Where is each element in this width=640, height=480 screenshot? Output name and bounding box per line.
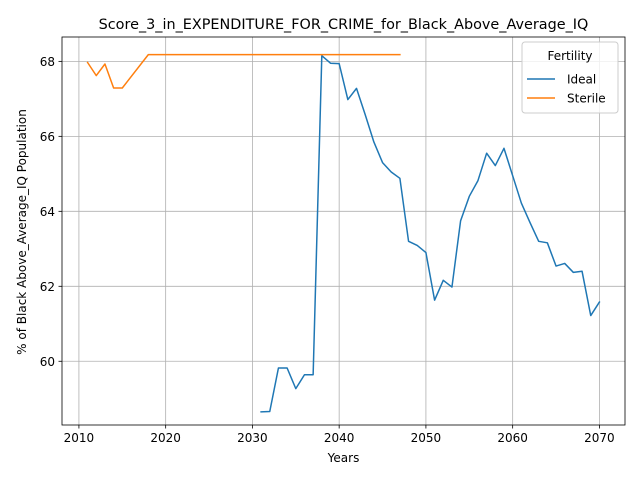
- legend-title: Fertility: [547, 49, 592, 63]
- x-tick-label: 2050: [411, 431, 442, 445]
- y-tick-label: 64: [40, 205, 55, 219]
- legend-box: [521, 41, 619, 114]
- series-line-ideal: [260, 54, 601, 413]
- y-tick-label: 60: [40, 355, 55, 369]
- x-tick-label: 2070: [584, 431, 615, 445]
- grid-lines: [62, 37, 625, 425]
- y-tick-label: 68: [40, 55, 55, 69]
- legend-label-ideal: Ideal: [567, 73, 596, 87]
- series-lines: [86, 53, 601, 413]
- x-tick-label: 2010: [64, 431, 95, 445]
- y-tick-label: 62: [40, 280, 55, 294]
- series-line-sterile: [86, 53, 401, 89]
- x-tick-label: 2030: [237, 431, 268, 445]
- plot-frame: [61, 36, 626, 426]
- chart-title: Score_3_in_EXPENDITURE_FOR_CRIME_for_Bla…: [99, 17, 589, 33]
- x-tick-label: 2040: [324, 431, 355, 445]
- y-axis-label: % of Black Above_Average_IQ Population: [15, 109, 29, 355]
- x-tick-label: 2060: [497, 431, 528, 445]
- legend: Fertility Ideal Sterile: [521, 41, 619, 114]
- x-tick-label: 2020: [150, 431, 181, 445]
- legend-label-sterile: Sterile: [567, 92, 606, 106]
- y-tick-label: 66: [40, 130, 55, 144]
- x-axis-ticks: 2010 2020 2030 2040 2050 2060 2070: [64, 425, 615, 445]
- y-axis-ticks: 60 62 64 66 68: [40, 55, 62, 369]
- x-axis-label: Years: [327, 451, 360, 465]
